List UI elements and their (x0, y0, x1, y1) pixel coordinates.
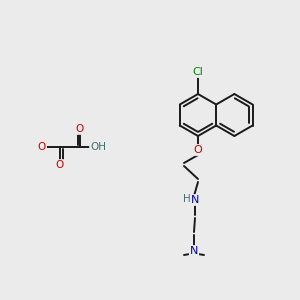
Text: O: O (76, 124, 84, 134)
Text: N: N (191, 195, 199, 205)
Text: Cl: Cl (193, 67, 203, 77)
Text: N: N (190, 246, 198, 256)
Text: O: O (38, 142, 46, 152)
Text: OH: OH (90, 142, 106, 152)
Text: H: H (183, 194, 191, 204)
Text: O: O (194, 145, 202, 155)
Text: O: O (56, 160, 64, 170)
